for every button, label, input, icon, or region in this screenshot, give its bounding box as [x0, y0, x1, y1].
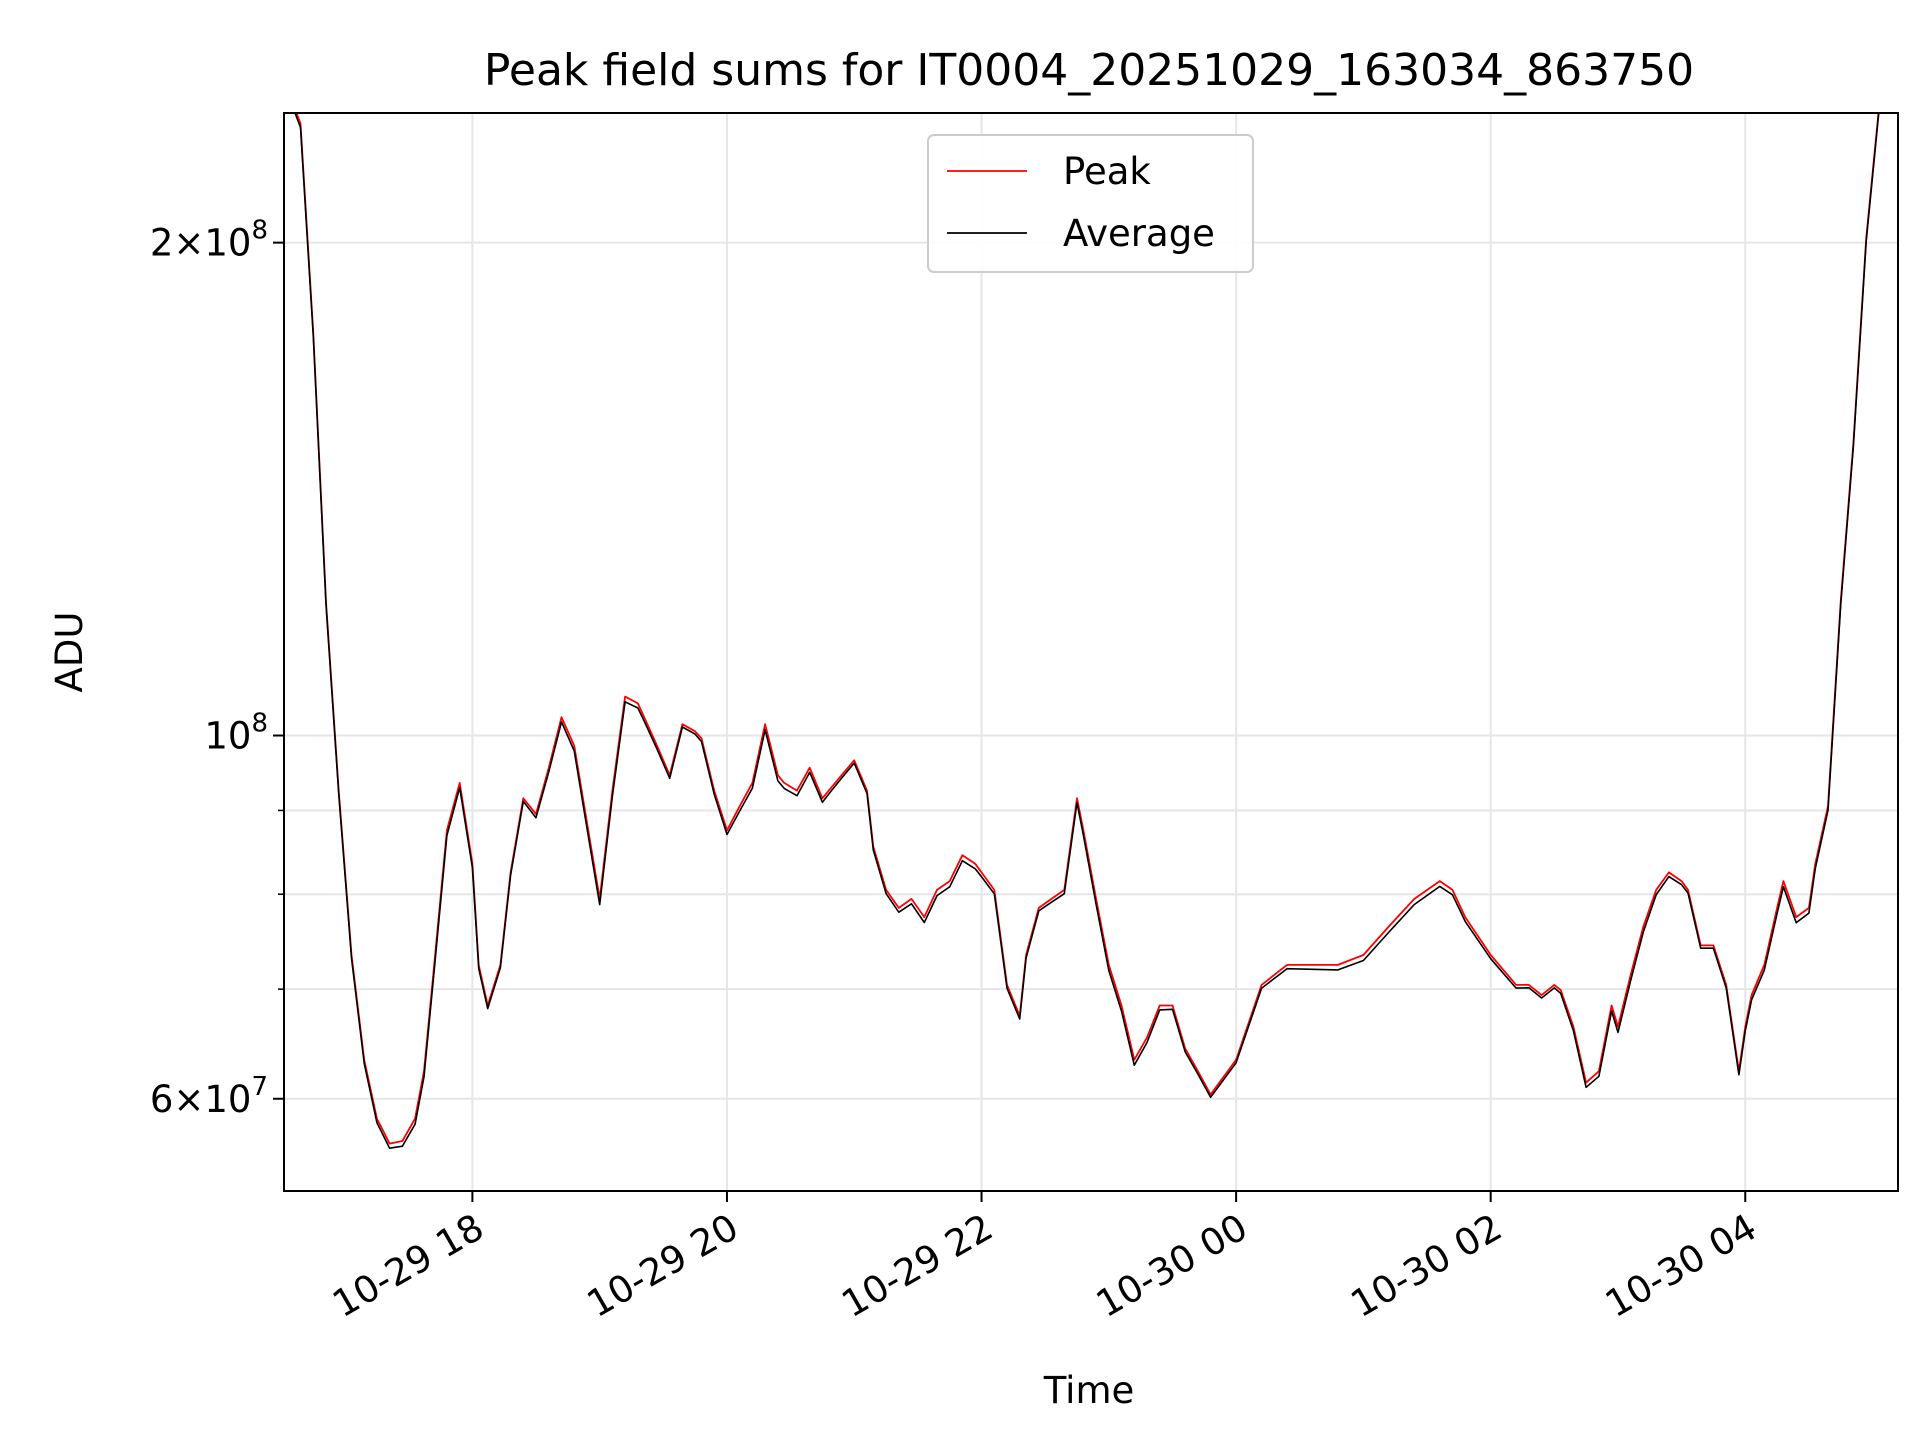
- y-tick-label: 2×108: [150, 216, 268, 265]
- series-group: [294, 113, 1880, 1149]
- y-axis-label: ADU: [48, 612, 91, 693]
- y-tick-label: 6×107: [150, 1072, 268, 1121]
- x-axis-label: Time: [1043, 1369, 1135, 1412]
- series-line-average: [294, 113, 1880, 1149]
- legend-peak-label: Peak: [1063, 150, 1151, 193]
- legend-average-label: Average: [1063, 212, 1215, 255]
- chart-title: Peak field sums for IT0004_20251029_1630…: [484, 45, 1694, 96]
- plot-frame: [283, 112, 1899, 1192]
- legend-box: [927, 134, 1254, 273]
- y-axis-ticks: 6×107 108 2×108: [150, 216, 284, 1121]
- y-tick-label: 108: [204, 709, 268, 758]
- legend: Peak Average: [927, 134, 1254, 273]
